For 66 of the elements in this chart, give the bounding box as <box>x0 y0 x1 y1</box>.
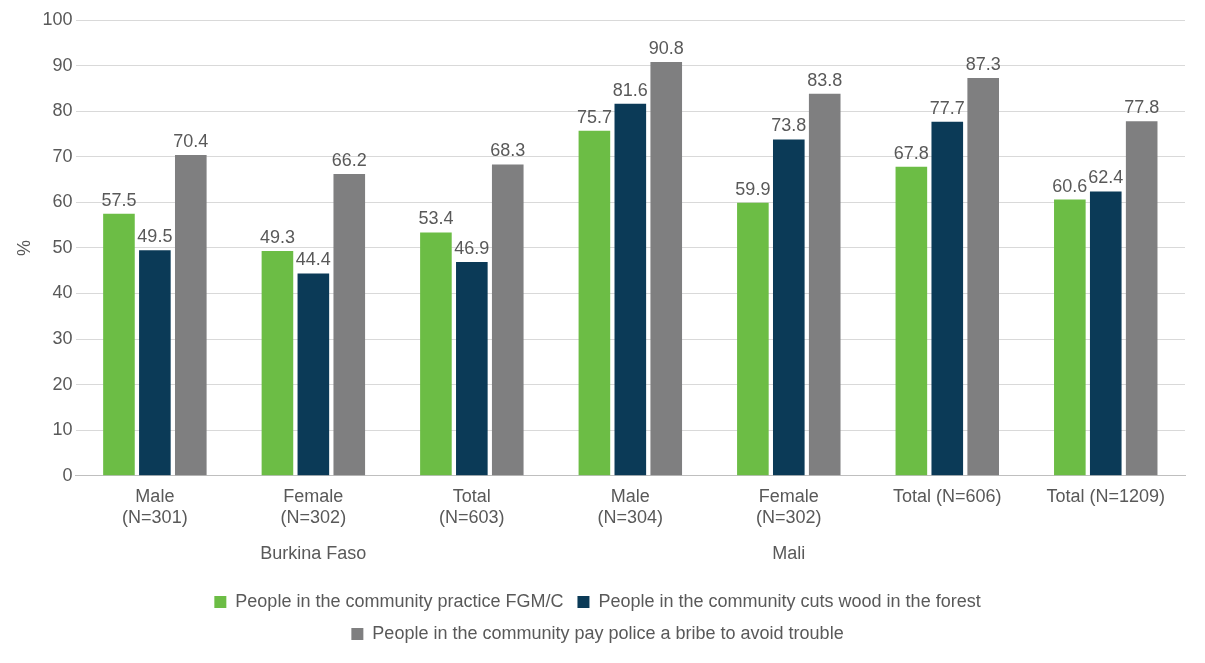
y-tick-label: 0 <box>62 464 73 485</box>
y-tick-label: 50 <box>52 236 73 257</box>
data-label: 60.6 <box>1052 175 1088 196</box>
data-label: 57.5 <box>101 189 137 210</box>
data-label: 68.3 <box>490 140 526 161</box>
bar <box>1054 199 1086 476</box>
data-label: 70.4 <box>173 130 209 151</box>
x-tick-label: Male (N=301) <box>122 485 188 528</box>
y-tick-label: 80 <box>52 100 73 121</box>
y-tick-label: 60 <box>52 191 73 212</box>
y-axis-title: % <box>13 239 34 256</box>
data-label: 67.8 <box>893 142 929 163</box>
y-tick-label: 10 <box>52 419 73 440</box>
y-tick-label: 40 <box>52 282 73 303</box>
legend-label: People in the community cuts wood in the forest <box>598 590 981 611</box>
x-tick-label: Total (N=1209) <box>1046 485 1166 506</box>
x-tick-label: Total (N=606) <box>893 485 1002 506</box>
y-tick-label: 30 <box>52 328 73 349</box>
bar <box>772 139 805 476</box>
bar <box>139 250 171 476</box>
data-label: 81.6 <box>612 79 648 100</box>
bar <box>967 77 1000 476</box>
y-tick-label: 70 <box>52 145 73 166</box>
data-label: 75.7 <box>576 106 612 127</box>
y-tick-label: 20 <box>52 373 73 394</box>
data-label: 73.8 <box>771 115 807 136</box>
x-tick-label: Female (N=302) <box>280 485 347 528</box>
data-label: 66.2 <box>331 150 367 171</box>
bar <box>174 154 207 476</box>
bar <box>895 166 928 476</box>
bar <box>650 61 683 476</box>
text: Mali <box>772 542 806 563</box>
x-tick-label: Female (N=302) <box>756 485 822 528</box>
data-label: 49.3 <box>259 227 295 248</box>
data-label: 77.7 <box>929 97 965 118</box>
legend-label: People in the community practice FGM/C <box>235 590 564 611</box>
legend-label: People in the community pay police a bribe to avoid trouble <box>372 622 844 643</box>
bar <box>103 213 135 476</box>
data-label: 44.4 <box>295 249 331 270</box>
bar <box>456 262 488 476</box>
y-tick-label: 100 <box>42 8 73 29</box>
bar <box>297 273 330 476</box>
bar <box>931 121 964 476</box>
data-label: 53.4 <box>418 208 454 229</box>
bar <box>808 93 841 476</box>
bar <box>261 251 294 476</box>
data-label: 90.8 <box>648 37 684 58</box>
y-tick-label: 90 <box>52 54 73 75</box>
data-label: 83.8 <box>807 69 843 90</box>
bar <box>578 130 611 476</box>
bar <box>1089 191 1122 476</box>
bar <box>737 202 769 476</box>
x-tick-label: Total (N=603) <box>439 485 505 528</box>
bar <box>333 174 366 476</box>
data-label: 49.5 <box>137 226 173 247</box>
data-label: 59.9 <box>735 178 771 199</box>
data-label: 87.3 <box>965 53 1001 74</box>
x-tick-label: Male (N=304) <box>597 485 664 528</box>
data-label: 62.4 <box>1088 167 1124 188</box>
bar <box>491 164 524 476</box>
text: Burkina Faso <box>260 542 367 563</box>
bar <box>1125 121 1158 476</box>
bar <box>420 232 452 476</box>
data-label: 77.8 <box>1124 97 1160 118</box>
bar <box>614 103 647 476</box>
data-label: 46.9 <box>454 238 490 258</box>
